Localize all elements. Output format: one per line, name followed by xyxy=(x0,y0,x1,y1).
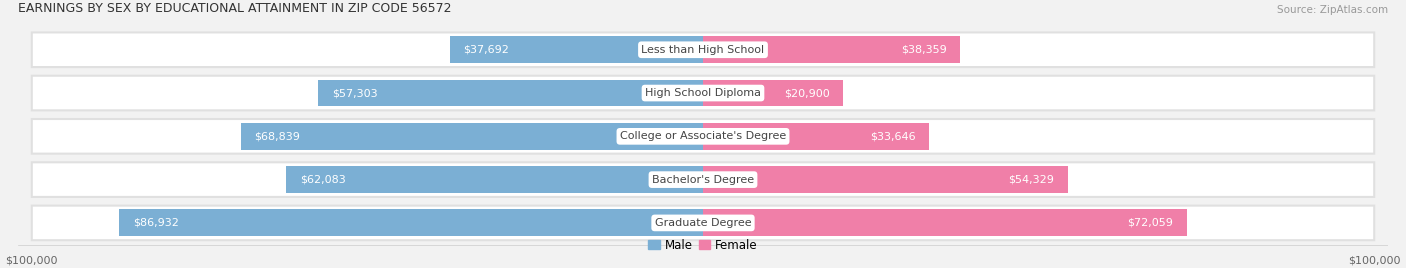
FancyBboxPatch shape xyxy=(32,32,1374,67)
Bar xyxy=(287,166,703,193)
Text: Bachelor's Degree: Bachelor's Degree xyxy=(652,175,754,185)
Text: EARNINGS BY SEX BY EDUCATIONAL ATTAINMENT IN ZIP CODE 56572: EARNINGS BY SEX BY EDUCATIONAL ATTAINMEN… xyxy=(18,2,451,15)
Text: $72,059: $72,059 xyxy=(1128,218,1173,228)
Text: $68,839: $68,839 xyxy=(254,131,301,141)
Bar xyxy=(450,36,703,63)
Text: $62,083: $62,083 xyxy=(299,175,346,185)
Text: $38,359: $38,359 xyxy=(901,45,948,55)
Text: $57,303: $57,303 xyxy=(332,88,377,98)
FancyBboxPatch shape xyxy=(32,119,1374,154)
FancyBboxPatch shape xyxy=(32,76,1374,110)
Text: $37,692: $37,692 xyxy=(464,45,509,55)
Text: $20,900: $20,900 xyxy=(785,88,830,98)
Legend: Male, Female: Male, Female xyxy=(644,234,762,257)
Text: Less than High School: Less than High School xyxy=(641,45,765,55)
Text: $86,932: $86,932 xyxy=(134,218,179,228)
Bar xyxy=(703,166,1067,193)
Bar xyxy=(703,123,929,150)
Bar xyxy=(703,80,844,106)
Bar xyxy=(318,80,703,106)
FancyBboxPatch shape xyxy=(32,162,1374,197)
Text: $54,329: $54,329 xyxy=(1008,175,1054,185)
Text: High School Diploma: High School Diploma xyxy=(645,88,761,98)
Bar xyxy=(703,36,960,63)
Bar xyxy=(703,210,1187,236)
Text: College or Associate's Degree: College or Associate's Degree xyxy=(620,131,786,141)
Bar xyxy=(240,123,703,150)
Text: Graduate Degree: Graduate Degree xyxy=(655,218,751,228)
Bar xyxy=(120,210,703,236)
FancyBboxPatch shape xyxy=(32,206,1374,240)
Text: Source: ZipAtlas.com: Source: ZipAtlas.com xyxy=(1277,5,1388,15)
Text: $33,646: $33,646 xyxy=(870,131,915,141)
